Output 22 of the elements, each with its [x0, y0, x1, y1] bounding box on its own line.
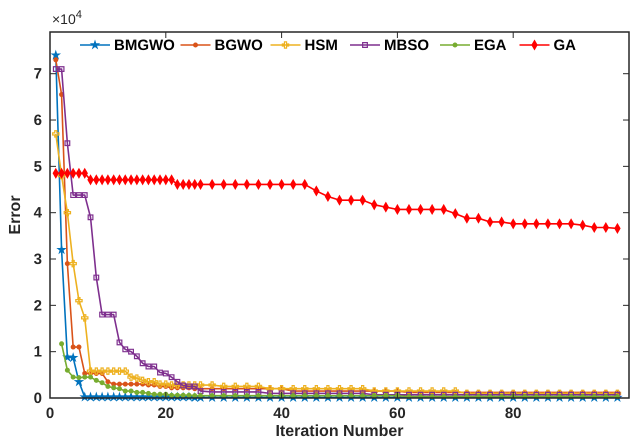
- legend-label: BGWO: [214, 37, 264, 54]
- y-tick-label: 7: [34, 66, 42, 83]
- legend-label: EGA: [474, 37, 507, 54]
- legend-label: GA: [554, 37, 576, 54]
- legend-label: MBSO: [384, 37, 430, 54]
- x-tick-label: 20: [157, 405, 174, 422]
- x-tick-label: 80: [504, 405, 522, 422]
- y-tick-label: 1: [34, 344, 42, 361]
- y-tick-label: 3: [34, 251, 42, 268]
- y-tick-label: 2: [34, 297, 42, 314]
- x-tick-label: 40: [273, 405, 290, 422]
- text: ×10$^{4}$: [52, 9, 82, 27]
- y-tick-label: 0: [34, 390, 42, 407]
- x-tick-label: 0: [46, 405, 54, 422]
- y-tick-label: 6: [34, 112, 42, 130]
- x-axis-title: Iteration Number: [275, 423, 404, 440]
- x-tick-label: 60: [389, 405, 406, 422]
- y-tick-label: 4: [34, 204, 43, 222]
- legend-label: BMGWO: [114, 37, 176, 54]
- y-axis-title: Error: [7, 195, 24, 235]
- legend-label: HSM: [304, 37, 338, 54]
- y-tick-label: 5: [34, 158, 42, 176]
